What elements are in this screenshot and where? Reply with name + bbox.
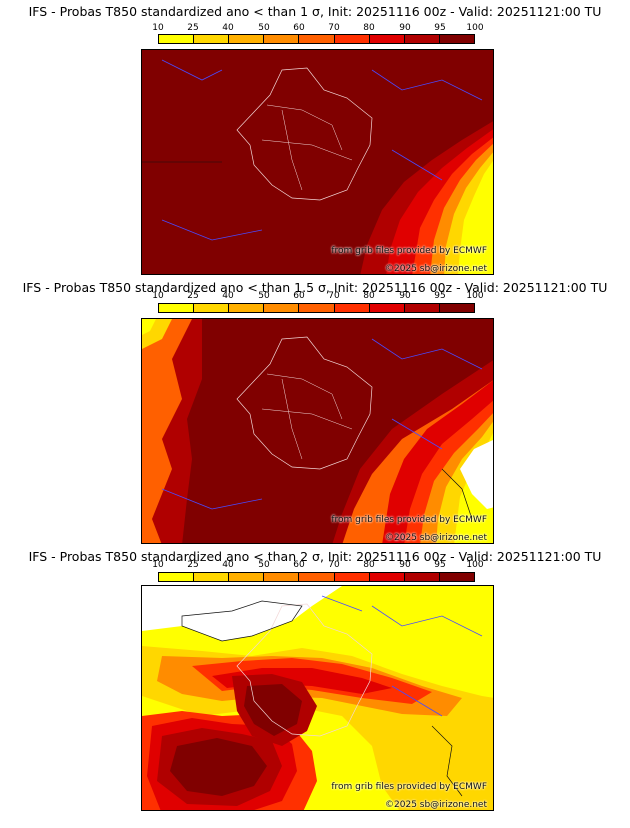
map-svg xyxy=(142,50,493,274)
colorbar-swatch xyxy=(194,304,230,312)
colorbar-swatch xyxy=(229,304,265,312)
colorbar-tick: 40 xyxy=(222,291,234,301)
colorbar-tick: 25 xyxy=(187,23,199,33)
colorbar-tick: 80 xyxy=(363,23,375,33)
credit-source: from grib files provided by ECMWF xyxy=(331,246,487,256)
credit-source: from grib files provided by ECMWF xyxy=(331,782,487,792)
colorbar-swatch xyxy=(299,304,335,312)
colorbar-swatch xyxy=(159,304,195,312)
credit-copyright: ©2025 sb@irizone.net xyxy=(385,533,487,543)
colorbar-tick: 60 xyxy=(293,560,305,570)
colorbar-swatch xyxy=(334,573,370,581)
colorbar-swatch xyxy=(334,304,370,312)
colorbar-swatch xyxy=(404,573,440,581)
colorbar-tick: 70 xyxy=(328,560,340,570)
colorbar-tick: 10 xyxy=(152,560,164,570)
colorbar-swatch xyxy=(264,304,300,312)
colorbar-swatch xyxy=(439,573,474,581)
colorbar-swatch xyxy=(299,573,335,581)
colorbar-swatch xyxy=(299,35,335,43)
colorbar-labels: 10 25 40 50 60 70 80 90 95 100 xyxy=(141,291,494,301)
colorbar-tick: 50 xyxy=(258,23,270,33)
colorbar-swatch xyxy=(264,35,300,43)
colorbar-swatch xyxy=(264,573,300,581)
credit-copyright: ©2025 sb@irizone.net xyxy=(385,800,487,810)
map-svg xyxy=(142,319,493,543)
colorbar-tick: 10 xyxy=(152,23,164,33)
colorbar-tick: 60 xyxy=(293,23,305,33)
colorbar-tick: 95 xyxy=(434,560,446,570)
colorbar-tick: 90 xyxy=(399,23,411,33)
colorbar-swatch xyxy=(369,304,405,312)
colorbar-tick: 100 xyxy=(466,560,484,570)
colorbar-swatch xyxy=(229,573,265,581)
map-svg xyxy=(142,586,493,810)
colorbar-tick: 70 xyxy=(328,291,340,301)
colorbar-tick: 95 xyxy=(434,23,446,33)
colorbar-swatch xyxy=(404,304,440,312)
probability-map: from grib files provided by ECMWF ©2025 … xyxy=(141,318,494,544)
colorbar-swatch xyxy=(194,573,230,581)
colorbar xyxy=(158,34,475,44)
colorbar-tick: 80 xyxy=(363,560,375,570)
panel-title: IFS - Probas T850 standardized ano < tha… xyxy=(22,280,608,295)
probability-map: from grib files provided by ECMWF ©2025 … xyxy=(141,49,494,275)
colorbar xyxy=(158,572,475,582)
panel-title: IFS - Probas T850 standardized ano < tha… xyxy=(28,4,602,19)
colorbar-tick: 95 xyxy=(434,291,446,301)
colorbar-tick: 50 xyxy=(258,291,270,301)
colorbar-tick: 25 xyxy=(187,560,199,570)
colorbar-labels: 10 25 40 50 60 70 80 90 95 100 xyxy=(141,560,494,570)
colorbar-swatch xyxy=(159,573,195,581)
colorbar-swatch xyxy=(194,35,230,43)
colorbar-tick: 40 xyxy=(222,23,234,33)
colorbar-swatch xyxy=(439,304,474,312)
colorbar-swatch xyxy=(229,35,265,43)
colorbar-tick: 70 xyxy=(328,23,340,33)
colorbar-swatch xyxy=(439,35,474,43)
colorbar-swatch xyxy=(369,35,405,43)
colorbar-swatch xyxy=(159,35,195,43)
credit-copyright: ©2025 sb@irizone.net xyxy=(385,264,487,274)
colorbar-tick: 50 xyxy=(258,560,270,570)
colorbar-tick: 80 xyxy=(363,291,375,301)
colorbar-tick: 60 xyxy=(293,291,305,301)
credit-source: from grib files provided by ECMWF xyxy=(331,515,487,525)
probability-map: from grib files provided by ECMWF ©2025 … xyxy=(141,585,494,811)
colorbar-swatch xyxy=(334,35,370,43)
colorbar-swatch xyxy=(404,35,440,43)
colorbar-tick: 100 xyxy=(466,291,484,301)
colorbar-tick: 90 xyxy=(399,560,411,570)
colorbar xyxy=(158,303,475,313)
colorbar-tick: 25 xyxy=(187,291,199,301)
colorbar-labels: 10 25 40 50 60 70 80 90 95 100 xyxy=(141,23,494,33)
colorbar-tick: 10 xyxy=(152,291,164,301)
colorbar-swatch xyxy=(369,573,405,581)
colorbar-tick: 90 xyxy=(399,291,411,301)
colorbar-tick: 100 xyxy=(466,23,484,33)
panel-title: IFS - Probas T850 standardized ano < tha… xyxy=(28,549,602,564)
colorbar-tick: 40 xyxy=(222,560,234,570)
